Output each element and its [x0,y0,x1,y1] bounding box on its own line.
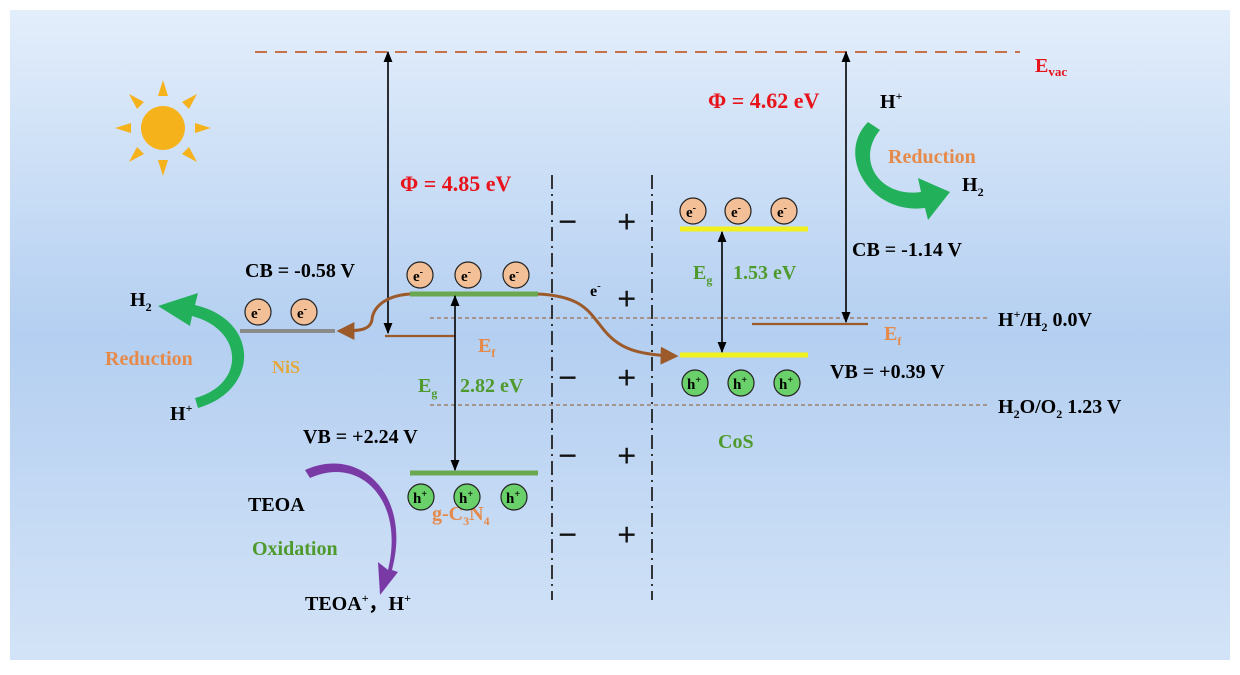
svg-text:h+: h+ [459,489,473,507]
gcn-vb-label: VB = +2.24 V [303,426,418,448]
nis-electrons: e- e- [244,298,318,326]
cos-vb-label: VB = +0.39 V [830,361,945,383]
junction-minus: − [558,360,577,397]
junction-minus: − [558,204,577,241]
electron-transfer-to-nis-arrow [336,292,411,340]
svg-text:e-: e- [777,203,787,221]
nis-label: NiS [272,357,300,377]
cos-fermi-label: Ef [884,323,902,348]
junction-plus: + [617,438,636,475]
cos-label: CoS [718,431,754,453]
svg-text:h+: h+ [687,375,701,393]
nis-h2-label: H2 [130,289,152,314]
cos-reduction-arrow [855,122,950,220]
nis-reduction-arrow [158,293,245,408]
gcn-bandgap-value: 2.82 eV [460,375,524,397]
gcn-electrons: e- e- e- [406,261,530,289]
junction-plus: + [617,360,636,397]
gcn-work-function-label: Φ = 4.85 eV [400,171,512,196]
svg-text:e-: e- [251,304,261,322]
svg-text:h+: h+ [506,489,520,507]
nis-hplus-label: H+ [170,401,193,425]
cos-eg-symbol: Eg [693,262,712,287]
svg-text:e-: e- [731,203,741,221]
gcn-holes: h+ h+ h+ [407,483,528,511]
oxidation-arrow [305,463,398,595]
cos-holes: h+ h+ h+ [681,369,801,397]
teoa-label: TEOA [248,494,305,516]
cos-bandgap-value: 1.53 eV [733,262,797,284]
svg-text:h+: h+ [733,375,747,393]
junction-plus: + [617,204,636,241]
sun-icon [115,80,211,176]
cos-reduction-label: Reduction [888,146,976,168]
diagram-background [10,10,1230,660]
svg-text:e-: e- [686,203,696,221]
h2o-o2-label: H2O/O2 1.23 V [998,396,1122,421]
svg-text:e-: e- [461,267,471,285]
electron-transfer-to-cos-arrow [537,292,679,365]
junction-plus: + [617,281,636,318]
svg-text:e-: e- [413,267,423,285]
junction-minus: − [558,517,577,554]
gcn-fermi-label: Ef [478,335,496,360]
svg-text:h+: h+ [413,489,427,507]
teoa-product-label: TEOA+，H+ [305,591,411,615]
cos-cb-label: CB = -1.14 V [852,239,962,261]
svg-text:e-: e- [297,304,307,322]
oxidation-label: Oxidation [252,538,338,560]
cos-work-function-label: Φ = 4.62 eV [708,88,820,113]
svg-text:e-: e- [509,267,519,285]
nis-reduction-label: Reduction [105,348,193,370]
transfer-electron-label: e- [590,280,601,300]
evac-label: Evac [1035,55,1067,79]
junction-plus: + [617,517,636,554]
nis-cb-label: CB = -0.58 V [245,260,355,282]
svg-text:h+: h+ [779,375,793,393]
h-h2-label: H+/H2 0.0V [998,307,1093,334]
cos-electrons: e- e- e- [679,197,798,225]
junction-minus: − [558,438,577,475]
gcn-eg-symbol: Eg [418,375,437,400]
cos-h2-label: H2 [962,174,984,199]
cos-hplus-label: H+ [880,89,903,113]
